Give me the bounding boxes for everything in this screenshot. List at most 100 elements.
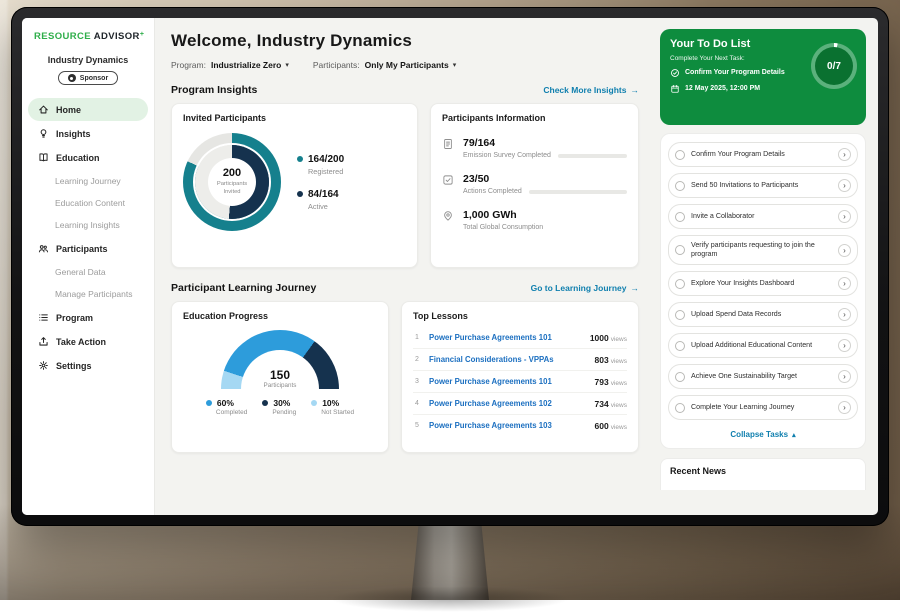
sidebar-item-learning-journey[interactable]: Learning Journey (22, 170, 154, 192)
card-title: Participants Information (442, 113, 546, 123)
task-checkbox[interactable] (675, 149, 685, 160)
task-invite-collaborator[interactable]: Invite a Collaborator › (668, 204, 858, 229)
monitor-stand (411, 522, 489, 600)
task-label: Achieve One Sustainability Target (691, 372, 797, 381)
task-complete-learning-journey[interactable]: Complete Your Learning Journey › (668, 395, 858, 421)
lesson-link[interactable]: Power Purchase Agreements 102 (429, 399, 552, 408)
recent-news-header: Recent News (660, 458, 866, 491)
task-label: Upload Spend Data Records (691, 310, 782, 319)
collapse-tasks-link[interactable]: Collapse Tasks ▴ (668, 426, 858, 444)
sidebar-item-take-action[interactable]: Take Action (28, 330, 148, 353)
program-filter-label: Program: (171, 60, 206, 70)
lessons-list: 1 Power Purchase Agreements 101 1000 view… (413, 327, 627, 436)
card-title: Education Progress (183, 311, 269, 321)
task-checkbox[interactable] (675, 309, 685, 320)
filter-bar: Program: Industrialize Zero ▾ Participan… (171, 60, 639, 70)
lesson-row[interactable]: 2 Financial Considerations - VPPAs 803 vi… (413, 349, 627, 371)
due-date-chip: 12 May 2025, 12:00 PM (670, 84, 802, 94)
participants-information-card: Participants Information 79/164 Emission… (430, 103, 639, 268)
take-action-icon (39, 337, 48, 346)
lesson-link[interactable]: Financial Considerations - VPPAs (429, 355, 554, 364)
task-checkbox[interactable] (675, 371, 685, 382)
chevron-right-icon[interactable]: › (838, 243, 851, 257)
legend-item-active: 84/164 Active (297, 189, 344, 211)
collapse-label: Collapse Tasks (730, 430, 789, 440)
go-to-learning-journey-link[interactable]: Go to Learning Journey → (531, 283, 639, 293)
task-label: Send 50 Invitations to Participants (691, 180, 799, 189)
todo-title: Your To Do List (670, 38, 751, 50)
lesson-row[interactable]: 4 Power Purchase Agreements 102 734 views (413, 393, 627, 415)
chevron-down-icon: ▾ (452, 62, 457, 69)
chevron-right-icon[interactable]: › (838, 148, 851, 161)
link-label: Go to Learning Journey (530, 283, 627, 293)
sidebar-item-program[interactable]: Program (28, 306, 148, 329)
legend-value: 30% (273, 398, 291, 408)
donut-center-value: 200 (222, 167, 242, 180)
task-explore-insights[interactable]: Explore Your Insights Dashboard › (668, 271, 858, 297)
task-upload-spend-data[interactable]: Upload Spend Data Records › (668, 302, 858, 328)
task-checkbox[interactable] (675, 402, 685, 413)
chevron-right-icon[interactable]: › (838, 179, 851, 192)
chevron-right-icon[interactable]: › (838, 210, 851, 223)
org-section: Industry Dynamics Sponsor (22, 55, 154, 85)
monitor-bezel: RESOURCE ADVISOR+ Industry Dynamics Spon… (11, 7, 889, 526)
lesson-row[interactable]: 1 Power Purchase Agreements 101 1000 view… (413, 327, 627, 349)
chevron-right-icon[interactable]: › (838, 277, 851, 291)
sidebar-item-label: General Data (55, 267, 106, 277)
lesson-views: 600 views (594, 420, 627, 431)
task-checkbox[interactable] (675, 340, 685, 351)
task-achieve-sustainability-target[interactable]: Achieve One Sustainability Target › (668, 364, 858, 390)
program-filter[interactable]: Program: Industrialize Zero ▾ (171, 60, 289, 70)
todo-progress-value: 0/7 (815, 47, 853, 85)
lesson-link[interactable]: Power Purchase Agreements 101 (429, 333, 552, 342)
lesson-row[interactable]: 5 Power Purchase Agreements 103 600 views (413, 415, 627, 436)
task-confirm-program-details[interactable]: Confirm Your Program Details › (668, 142, 858, 167)
info-label: Emission Survey Completed (463, 152, 551, 159)
chevron-right-icon[interactable]: › (838, 401, 851, 415)
chevron-right-icon[interactable]: › (838, 339, 851, 353)
sponsor-badge[interactable]: Sponsor (57, 71, 119, 85)
participants-filter[interactable]: Participants: Only My Participants ▾ (313, 60, 456, 70)
logo-primary: RESOURCE (34, 31, 92, 42)
chevron-right-icon[interactable]: › (838, 308, 851, 322)
due-date-label: 12 May 2025, 12:00 PM (685, 84, 761, 92)
info-row-emission-survey: 79/164 Emission Survey Completed (442, 137, 627, 159)
sidebar-item-education[interactable]: Education (28, 146, 148, 169)
sidebar-item-settings[interactable]: Settings (28, 354, 148, 377)
gauge-center: 150 Participants (221, 368, 339, 389)
actions-icon (443, 175, 453, 185)
sidebar-item-participants[interactable]: Participants (28, 237, 148, 260)
stand-shadow (330, 586, 570, 612)
logo-secondary: ADVISOR (93, 31, 140, 42)
chevron-right-icon[interactable]: › (838, 370, 851, 384)
next-task-chip[interactable]: Confirm Your Program Details (670, 68, 802, 78)
task-send-invitations[interactable]: Send 50 Invitations to Participants › (668, 173, 858, 198)
task-checkbox[interactable] (675, 278, 685, 289)
lesson-link[interactable]: Power Purchase Agreements 103 (429, 421, 552, 430)
info-row-consumption: 1,000 GWh Total Global Consumption (442, 209, 627, 231)
learning-journey-cards: Education Progress 150 Participants (171, 301, 639, 453)
todo-progress-ring: 0/7 (811, 43, 857, 89)
lesson-row[interactable]: 3 Power Purchase Agreements 101 793 views (413, 371, 627, 393)
task-checkbox[interactable] (675, 211, 685, 222)
sidebar-item-label: Education (56, 152, 100, 163)
sidebar-item-label: Learning Journey (55, 176, 121, 186)
task-checkbox[interactable] (675, 180, 685, 191)
task-verify-participants[interactable]: Verify participants requesting to join t… (668, 235, 858, 266)
task-checkbox[interactable] (675, 245, 685, 256)
legend-value: 164/200 (308, 153, 345, 165)
sidebar-item-general-data[interactable]: General Data (22, 261, 154, 283)
sidebar-item-manage-participants[interactable]: Manage Participants (22, 283, 154, 305)
lesson-link[interactable]: Power Purchase Agreements 101 (429, 377, 552, 386)
home-icon (39, 105, 48, 114)
sidebar-item-home[interactable]: Home (28, 98, 148, 121)
sidebar-item-learning-insights[interactable]: Learning Insights (22, 214, 154, 236)
program-insights-cards: Invited Participants 200 Participants In… (171, 103, 639, 268)
legend-item-completed: 60% Completed (205, 398, 247, 416)
sidebar-item-education-content[interactable]: Education Content (22, 192, 154, 214)
progress-bar (557, 153, 627, 158)
check-more-insights-link[interactable]: Check More Insights → (543, 85, 639, 95)
task-upload-educational-content[interactable]: Upload Additional Educational Content › (668, 333, 858, 359)
sidebar-item-insights[interactable]: Insights (28, 122, 148, 145)
